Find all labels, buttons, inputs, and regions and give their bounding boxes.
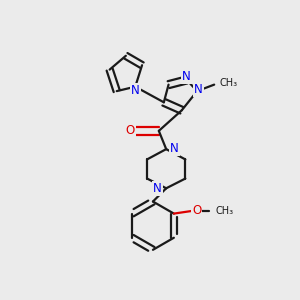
Text: O: O [125, 124, 135, 137]
Text: N: N [170, 142, 179, 155]
Text: N: N [182, 70, 190, 83]
Text: CH₃: CH₃ [220, 79, 238, 88]
Text: N: N [194, 83, 203, 96]
Text: N: N [153, 182, 162, 195]
Text: O: O [192, 204, 201, 217]
Text: N: N [131, 84, 140, 97]
Text: CH₃: CH₃ [215, 206, 233, 216]
